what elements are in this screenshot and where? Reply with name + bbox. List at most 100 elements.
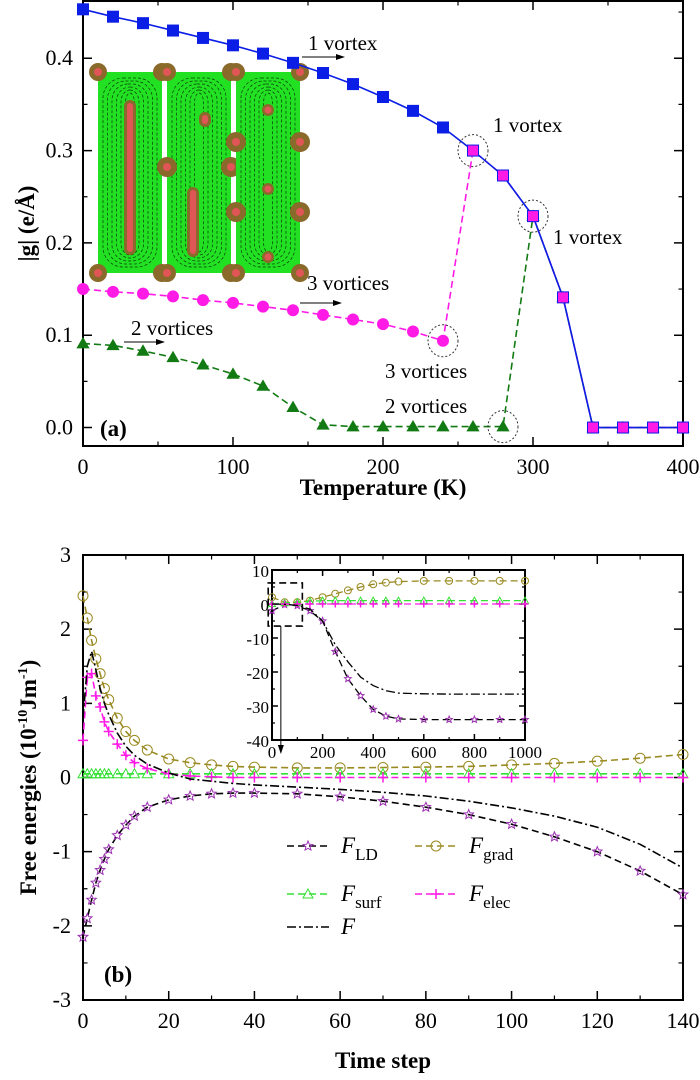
y-axis-title: |g| (e/Å) xyxy=(14,186,39,262)
annotation-label: 1 vortex xyxy=(308,31,378,55)
data-point xyxy=(318,616,328,625)
x-tick-label: 100 xyxy=(217,454,250,479)
legend-marker xyxy=(431,889,441,899)
y-axis-title-part: Jm xyxy=(16,679,41,710)
series-line xyxy=(82,792,684,938)
data-point xyxy=(306,600,314,608)
data-point xyxy=(319,600,327,608)
data-point xyxy=(76,930,90,943)
vortex-map-panel xyxy=(226,63,310,282)
data-point xyxy=(463,772,474,783)
y-tick-label: -1 xyxy=(53,839,71,864)
data-point xyxy=(128,809,141,822)
data-point xyxy=(678,772,688,783)
data-point xyxy=(86,668,97,679)
data-point xyxy=(106,338,120,351)
data-point xyxy=(162,793,175,805)
data-point xyxy=(444,714,454,724)
flow-arrows xyxy=(189,89,209,256)
data-point xyxy=(206,771,217,782)
data-point xyxy=(420,761,432,773)
data-point xyxy=(120,767,132,779)
data-point xyxy=(257,47,269,60)
x-tick-label: 1000 xyxy=(508,743,542,762)
data-point xyxy=(99,716,110,727)
x-tick-label: 0 xyxy=(268,743,277,762)
data-point xyxy=(357,600,365,608)
data-point xyxy=(381,711,391,721)
data-point xyxy=(89,876,102,888)
arrow-head-icon xyxy=(333,300,342,306)
y-tick-label: 0.3 xyxy=(46,138,74,163)
data-point xyxy=(86,634,98,646)
flow-arrows xyxy=(116,86,144,259)
y-tick-label: 0.2 xyxy=(46,230,74,255)
data-point xyxy=(163,753,175,765)
data-point xyxy=(120,750,131,761)
data-point xyxy=(76,336,90,349)
series-line xyxy=(271,604,525,721)
y-tick-label: 3 xyxy=(60,542,71,567)
legend-label: Fsurf xyxy=(340,881,382,912)
data-point xyxy=(445,600,453,608)
data-point xyxy=(78,735,88,746)
data-point xyxy=(591,845,604,857)
vortex-map-panel xyxy=(157,63,241,282)
data-point-merged xyxy=(618,422,628,433)
data-point xyxy=(184,757,196,769)
data-point xyxy=(102,843,115,855)
data-point xyxy=(197,294,209,307)
x-tick-label: 140 xyxy=(667,1008,700,1033)
vortex-map-panel xyxy=(89,63,171,282)
x-tick-label: 200 xyxy=(367,454,400,479)
annotation-label: 1 vortex xyxy=(493,113,563,137)
data-point xyxy=(368,704,378,714)
data-point xyxy=(420,772,431,783)
data-point xyxy=(521,576,529,585)
data-point xyxy=(98,852,111,865)
data-point xyxy=(395,600,402,608)
data-point xyxy=(107,285,119,298)
x-tick-label: 100 xyxy=(495,1008,528,1033)
data-point xyxy=(257,300,269,313)
data-point xyxy=(343,673,353,683)
series-line xyxy=(271,580,525,603)
data-point xyxy=(355,691,366,700)
legend-item: FLD xyxy=(287,833,378,864)
data-point xyxy=(184,789,197,802)
data-point xyxy=(347,78,359,91)
data-point xyxy=(436,420,450,432)
x-tick-label: 80 xyxy=(415,1008,437,1033)
vortex-core xyxy=(232,138,240,146)
legend-label: Fgrad xyxy=(468,833,514,864)
data-point xyxy=(137,287,149,300)
vortex-core xyxy=(264,185,272,193)
data-point xyxy=(128,767,141,779)
data-point xyxy=(470,576,479,585)
data-point xyxy=(406,420,420,432)
y-axis-title-exponent: -1 xyxy=(16,667,31,679)
data-point xyxy=(676,888,690,900)
vortex-map-inset xyxy=(89,63,310,282)
data-point xyxy=(197,31,209,44)
data-point xyxy=(437,121,449,134)
chart-a: 0 100 200 300 400 0.0 0.1 0.2 0.3 0.4 1 vortex 1 vo… xyxy=(14,0,700,500)
data-point xyxy=(506,759,518,771)
data-point xyxy=(369,600,377,608)
annotation-label: 2 vortices xyxy=(131,316,213,340)
data-point xyxy=(102,767,115,779)
vortex-core xyxy=(227,163,235,171)
data-point xyxy=(227,39,239,52)
data-point xyxy=(376,420,390,432)
vortex-core xyxy=(296,208,304,216)
y-tick-label: 0.1 xyxy=(46,322,74,347)
x-tick-label: 0 xyxy=(78,454,89,479)
data-point xyxy=(407,104,419,117)
data-point xyxy=(90,690,101,701)
data-point xyxy=(316,418,330,430)
data-point xyxy=(136,344,150,356)
data-point xyxy=(548,830,561,842)
legend-item: F xyxy=(287,914,356,939)
data-point xyxy=(347,313,359,326)
flow-arrows xyxy=(245,80,291,265)
